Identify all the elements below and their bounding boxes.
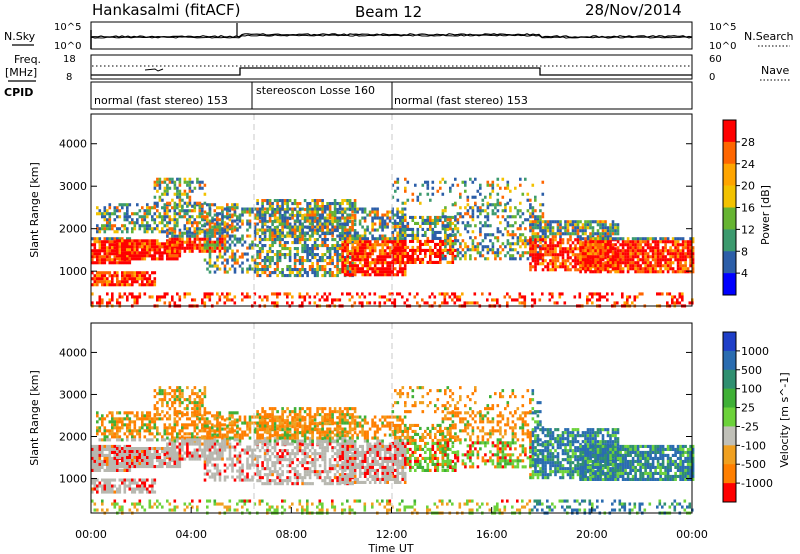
power-cbar-tick-4: 12 [741, 223, 755, 236]
velocity-cbar-tick-4: -25 [741, 420, 759, 433]
velocity-colorbar: 1000 500 100 25 -25 -100 -500 -1000 Velocity [m… [722, 331, 791, 503]
noise-panel: N.Sky N.Search 10^5 10^0 10^5 10^0 [4, 21, 794, 52]
velocity-ytick-0: 1000 [59, 473, 87, 486]
power-heatmap [91, 177, 695, 308]
velocity-ytick-1: 2000 [59, 430, 87, 443]
cpid-label: CPID [4, 86, 33, 99]
noise-sky-trace [90, 33, 693, 38]
velocity-cbar-tick-0: 1000 [741, 345, 769, 358]
noise-right-tick-low: 10^0 [709, 41, 736, 52]
velocity-cbar-tick-6: -500 [741, 458, 766, 471]
time-tick-2: 08:00 [275, 528, 307, 541]
time-tick-6: 00:00 [676, 528, 708, 541]
velocity-ytick-3: 4000 [59, 346, 87, 359]
velocity-cbar-tick-7: -1000 [741, 477, 773, 490]
velocity-panel: 1000 2000 3000 4000 00:00 04:00 08:00 12:00 16:… [28, 322, 708, 554]
power-cbar-tick-6: 4 [741, 267, 748, 280]
time-tick-3: 12:00 [376, 528, 408, 541]
power-ytick-0: 1000 [59, 265, 87, 278]
freq-unit-label: [MHz] [5, 66, 37, 79]
date-title: 28/Nov/2014 [585, 1, 682, 19]
nave-label: Nave [761, 64, 789, 77]
noise-left-tick-low: 10^0 [54, 41, 81, 52]
noise-left-tick-high: 10^5 [54, 22, 81, 33]
velocity-colorbar-label: Velocity [m s^-1] [778, 372, 791, 467]
power-cbar-tick-5: 8 [741, 245, 748, 258]
freq-left-tick-high: 18 [63, 54, 76, 65]
power-colorbar: 28 24 20 16 12 8 4 Power [dB] [722, 119, 772, 296]
cpid-segment-1: normal (fast stereo) 153 [94, 94, 228, 107]
time-tick-1: 04:00 [175, 528, 207, 541]
cpid-panel: CPID normal (fast stereo) 153 stereoscon… [4, 81, 693, 110]
velocity-heatmap [91, 386, 695, 515]
nsearch-label: N.Search [744, 30, 794, 43]
power-ytick-2: 3000 [59, 180, 87, 193]
freq-right-tick-high: 60 [709, 54, 722, 65]
frequency-trace [91, 67, 692, 76]
power-cbar-tick-1: 24 [741, 158, 755, 171]
power-colorbar-label: Power [dB] [759, 185, 772, 245]
time-tick-4: 16:00 [476, 528, 508, 541]
velocity-cbar-tick-3: 25 [741, 402, 755, 415]
power-cbar-tick-2: 20 [741, 180, 755, 193]
velocity-cbar-tick-2: 100 [741, 383, 762, 396]
velocity-ytick-2: 3000 [59, 388, 87, 401]
power-panel: 1000 2000 3000 4000 Slant Range [km] [28, 113, 695, 308]
cpid-segment-3: normal (fast stereo) 153 [394, 94, 528, 107]
velocity-ylabel: Slant Range [km] [28, 370, 41, 466]
nsky-label: N.Sky [4, 30, 36, 43]
station-title: Hankasalmi (fitACF) [92, 1, 240, 19]
cpid-segment-2: stereoscon Losse 160 [256, 84, 375, 97]
freq-right-tick-low: 0 [709, 72, 715, 83]
freq-left-tick-low: 8 [66, 72, 72, 83]
frequency-panel: Freq. [MHz] Nave 18 8 60 0 [5, 53, 790, 83]
time-axis-label: Time UT [367, 542, 413, 554]
beam-title: Beam 12 [355, 3, 422, 21]
power-cbar-tick-3: 16 [741, 202, 755, 215]
velocity-cbar-tick-1: 500 [741, 364, 762, 377]
noise-search-trace [90, 34, 693, 39]
time-tick-0: 00:00 [75, 528, 107, 541]
power-ytick-1: 2000 [59, 223, 87, 236]
velocity-cbar-tick-5: -100 [741, 439, 766, 452]
time-tick-5: 20:00 [576, 528, 608, 541]
power-cbar-tick-0: 28 [741, 136, 755, 149]
power-ytick-3: 4000 [59, 138, 87, 151]
power-ylabel: Slant Range [km] [28, 162, 41, 258]
freq-label: Freq. [14, 53, 41, 66]
noise-right-tick-high: 10^5 [709, 22, 736, 33]
